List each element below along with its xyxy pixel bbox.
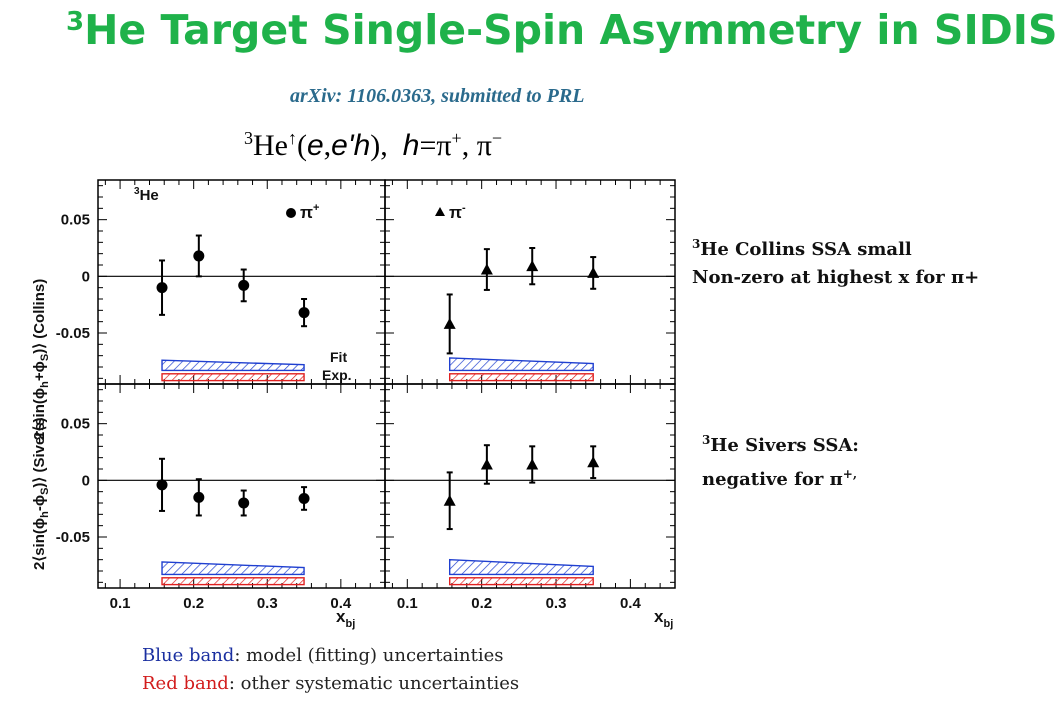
citation: arXiv: 1106.0363, submitted to PRL xyxy=(290,85,585,107)
y-tick-label: 0.05 xyxy=(61,212,90,229)
y-axis-label-collins: 2⟨sin(ϕh+ϕS)⟩ (Collins) xyxy=(31,279,51,440)
y-tick-label: 0.05 xyxy=(61,416,90,433)
reaction-paren-open: ( xyxy=(296,129,307,162)
legend-red-text: : other systematic uncertainties xyxy=(228,673,520,694)
sivers-note-line1: 3He Sivers SSA: xyxy=(702,433,859,456)
data-point xyxy=(587,456,600,468)
x-tick-label: 0.2 xyxy=(183,595,204,612)
y-tick-label: -0.05 xyxy=(56,325,90,342)
exp-band xyxy=(448,577,594,586)
data-point xyxy=(156,479,168,491)
band-legend: Blue band: model (fitting) uncertainties… xyxy=(142,642,519,698)
data-point xyxy=(443,494,456,506)
data-point xyxy=(238,497,250,509)
fit-band xyxy=(448,558,594,576)
reaction-equals: = xyxy=(419,129,437,162)
data-point xyxy=(480,458,493,470)
reaction-arrow: ↑ xyxy=(287,128,297,148)
reaction-hadron: h xyxy=(353,129,371,162)
panel-sivers-pi-plus xyxy=(97,383,386,589)
x-tick-labels: 0.1 0.2 0.3 0.4 0.1 0.2 0.3 0.4 xyxy=(110,595,642,612)
legend-red-label: Red band xyxy=(142,673,229,694)
exp-band xyxy=(161,577,305,586)
data-point xyxy=(587,266,600,278)
legend-marker-pi-minus xyxy=(435,207,445,216)
collins-note-line2: Non-zero at highest x for π+ xyxy=(692,267,980,288)
data-point xyxy=(193,491,205,503)
reaction-scattered: e' xyxy=(331,129,354,162)
collins-note: 3He Collins SSA small Non-zero at highes… xyxy=(692,230,979,292)
legend-marker-pi-plus xyxy=(286,208,296,218)
data-point xyxy=(156,282,168,294)
data-point xyxy=(480,263,493,275)
data-point xyxy=(526,458,539,470)
reaction-target-sup: 3 xyxy=(244,128,253,148)
panels-group: 0.05 0 -0.05 0.05 0 -0.05 xyxy=(56,179,676,589)
panel-frame xyxy=(384,179,676,385)
reaction-beam: e xyxy=(306,129,324,162)
data-point xyxy=(443,317,456,329)
reaction-pi-plus: π xyxy=(436,129,452,162)
panel-frame xyxy=(384,383,676,589)
collins-note-line1: 3He Collins SSA small xyxy=(692,237,912,260)
data-point xyxy=(193,250,205,262)
data-point xyxy=(298,492,310,504)
reaction-pi-minus-sup: − xyxy=(491,128,503,148)
panel-sivers-pi-minus xyxy=(384,383,676,589)
y-tick-label: 0 xyxy=(82,268,90,285)
reaction-pi-minus: π xyxy=(476,129,492,162)
reaction-pi-plus-sup: + xyxy=(451,128,462,148)
fit-band xyxy=(161,561,305,576)
x-axis-label-right: xbj xyxy=(654,607,673,630)
x-axis-label-left: xbj xyxy=(336,607,355,630)
x-tick-label: 0.3 xyxy=(257,595,278,612)
target-label: 3He xyxy=(134,186,159,204)
band-label-exp: Exp. xyxy=(322,367,352,383)
panel-frame xyxy=(97,383,386,589)
data-point xyxy=(298,307,310,319)
title-superscript: 3 xyxy=(66,7,85,37)
data-point xyxy=(526,260,539,272)
reaction-target: He xyxy=(253,129,288,162)
legend-blue-label: Blue band xyxy=(142,645,235,666)
reaction-formula: 3He↑(e,e'h), h=π+, π− xyxy=(244,128,502,163)
title-text: He Target Single-Spin Asymmetry in SIDIS xyxy=(84,6,1056,54)
x-tick-label: 0.2 xyxy=(471,595,492,612)
sivers-note: 3He Sivers SSA: negative for π+, xyxy=(702,426,859,494)
legend-blue-text: : model (fitting) uncertainties xyxy=(234,645,504,666)
reaction-comma: , xyxy=(323,129,332,162)
y-axis-label-sivers: 2⟨sin(ϕh-ϕS)⟩ (Sivers) xyxy=(31,418,51,570)
x-tick-label: 0.4 xyxy=(330,595,352,612)
slide-title: 3He Target Single-Spin Asymmetry in SIDI… xyxy=(66,6,1056,54)
x-tick-label: 0.1 xyxy=(110,595,131,612)
exp-band xyxy=(161,373,305,382)
fit-band xyxy=(448,357,594,372)
reaction-h-label: h xyxy=(402,129,420,162)
x-tick-label: 0.1 xyxy=(397,595,418,612)
panel-collins-pi-minus xyxy=(384,179,676,385)
reaction-paren-close: ), xyxy=(370,129,388,162)
x-tick-label: 0.3 xyxy=(546,595,567,612)
fit-band xyxy=(161,359,305,372)
legend-label-pi-plus: π+ xyxy=(300,202,319,222)
panel-collins-pi-plus xyxy=(97,179,386,385)
sivers-note-line2: negative for π+, xyxy=(702,467,858,490)
x-tick-label: 0.4 xyxy=(620,595,642,612)
reaction-sep: , xyxy=(461,129,470,162)
exp-band xyxy=(448,373,594,382)
asymmetry-figure: 0.05 0 -0.05 0.05 0 -0.05 2⟨sin(ϕh+ϕS)⟩ (Coll… xyxy=(31,179,676,630)
legend-red-line: Red band: other systematic uncertainties xyxy=(142,670,519,698)
y-tick-label: -0.05 xyxy=(56,529,90,546)
y-tick-label: 0 xyxy=(82,472,90,489)
legend-label-pi-minus: π- xyxy=(449,202,466,222)
legend-blue-line: Blue band: model (fitting) uncertainties xyxy=(142,642,519,670)
band-label-fit: Fit xyxy=(330,349,347,365)
data-point xyxy=(238,279,250,291)
